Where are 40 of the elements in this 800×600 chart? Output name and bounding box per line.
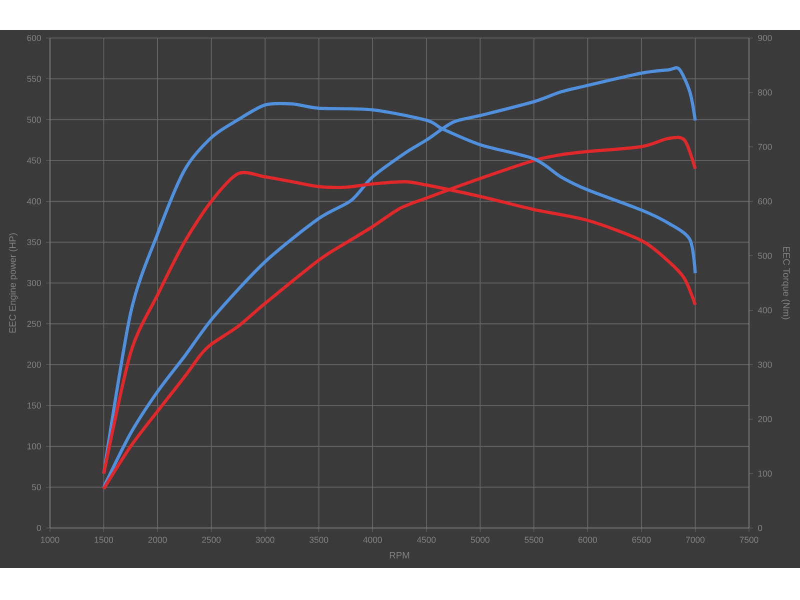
x-tick-label: 7500	[740, 536, 758, 543]
y2-tick-label: 800	[758, 89, 772, 96]
y-tick-label: 550	[27, 76, 41, 82]
x-tick-label: 5000	[470, 536, 490, 543]
y-tick-label: 500	[27, 116, 41, 123]
x-tick-label: 3000	[256, 536, 274, 543]
y-tick-label: 350	[27, 239, 41, 246]
y2-tick-label: 300	[758, 362, 772, 368]
y-tick-label: 0	[36, 524, 41, 532]
y2-tick-label: 600	[758, 198, 772, 204]
y2-tick-label: 200	[758, 416, 772, 422]
y-tick-label: 300	[27, 280, 41, 286]
x-tick-label: 1000	[41, 536, 60, 543]
y2-tick-label: 900	[758, 34, 772, 42]
y-tick-label: 50	[32, 484, 41, 490]
x-tick-label: 5500	[524, 536, 544, 543]
y-tick-label: 450	[27, 157, 41, 164]
y2-tick-label: 100	[758, 470, 772, 477]
x-tick-label: 2000	[148, 536, 167, 543]
x-tick-label: 4500	[416, 536, 436, 543]
y-tick-label: 400	[27, 198, 41, 204]
x-tick-label: 4000	[363, 536, 382, 543]
y2-axis-title: EEC Torque (Nm)	[781, 246, 790, 320]
y-tick-label: 100	[28, 443, 41, 450]
x-tick-label: 2500	[202, 536, 221, 543]
y-tick-label: 250	[27, 320, 41, 327]
x-tick-label: 7000	[686, 536, 705, 543]
x-tick-label: 3500	[310, 536, 328, 543]
y2-tick-label: 500	[758, 252, 772, 259]
x-tick-label: 1500	[94, 536, 114, 543]
x-tick-label: 6000	[578, 536, 597, 543]
x-tick-label: 6500	[632, 536, 651, 543]
y-tick-label: 600	[27, 34, 41, 42]
y2-tick-label: 0	[758, 524, 762, 532]
y2-tick-label: 400	[758, 307, 772, 314]
y2-tick-label: 700	[758, 144, 772, 150]
y-tick-label: 150	[28, 402, 41, 409]
y-tick-label: 200	[27, 362, 41, 368]
y-axis-title: EEC Engine power (HP)	[8, 233, 18, 333]
x-axis-title: RPM	[390, 552, 410, 558]
